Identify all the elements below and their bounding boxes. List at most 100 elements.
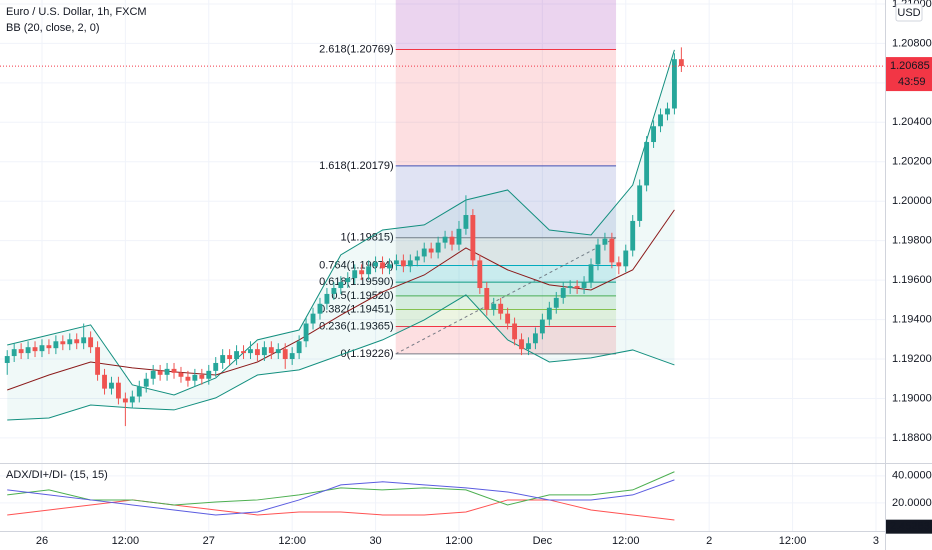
candle-body bbox=[338, 282, 344, 289]
x-tick-label: 3 bbox=[873, 535, 879, 547]
candle-body bbox=[352, 270, 358, 279]
countdown: 43:59 bbox=[898, 76, 926, 88]
candle-body bbox=[373, 262, 379, 267]
candle-body bbox=[560, 288, 566, 298]
fib-zone bbox=[395, 265, 617, 283]
candle-body bbox=[574, 286, 580, 289]
currency-box[interactable] bbox=[895, 3, 923, 22]
indicator-line bbox=[7, 479, 675, 516]
fib-zone bbox=[395, 49, 617, 166]
candle-body bbox=[25, 347, 31, 354]
candle-body bbox=[11, 349, 17, 357]
band-upper bbox=[7, 49, 675, 396]
labels: Euro / U.S. Dollar, 1h, FXCM BB (20, clo… bbox=[6, 3, 923, 481]
fib-extension-fill bbox=[395, 0, 617, 50]
candle-body bbox=[178, 372, 184, 377]
candle-body bbox=[644, 142, 650, 186]
candle-body bbox=[407, 260, 413, 267]
candle-body bbox=[53, 341, 59, 349]
fib-label: 2.618(1.20769) bbox=[319, 43, 394, 55]
last-value-label: 2.45283 bbox=[890, 521, 930, 533]
indicator-line bbox=[7, 471, 675, 506]
candle-body bbox=[289, 353, 295, 360]
candle-body bbox=[199, 374, 205, 379]
candle-body bbox=[616, 262, 622, 267]
candle-body bbox=[421, 248, 427, 257]
candle-body bbox=[254, 349, 260, 356]
fib-label: 1.618(1.20179) bbox=[319, 160, 394, 172]
candle-body bbox=[456, 228, 462, 245]
candle-body bbox=[102, 374, 107, 389]
candle-body bbox=[665, 108, 670, 115]
y-tick-label: 1.18800 bbox=[892, 432, 932, 444]
candle-body bbox=[512, 323, 518, 340]
candle-body bbox=[532, 333, 538, 344]
candle-body bbox=[393, 260, 399, 265]
candle-body bbox=[241, 351, 246, 354]
y-tick-label: 1.20800 bbox=[892, 37, 932, 49]
candle-body bbox=[129, 396, 135, 403]
candle-body bbox=[435, 242, 441, 253]
candle-body bbox=[359, 270, 365, 275]
candle-body bbox=[671, 59, 677, 109]
candle-body bbox=[366, 266, 372, 275]
candles bbox=[0, 47, 885, 427]
candle-body bbox=[171, 368, 177, 373]
y-tick-label: 40.00000 bbox=[892, 470, 932, 482]
fib-zone bbox=[395, 326, 617, 354]
candle-body bbox=[109, 382, 114, 389]
adx-panel bbox=[0, 471, 885, 521]
fib-zone bbox=[395, 165, 617, 238]
candle-body bbox=[213, 362, 219, 371]
candle-body bbox=[581, 282, 587, 289]
candle-body bbox=[595, 244, 601, 265]
y-tick-label: 1.19600 bbox=[892, 274, 932, 286]
y-tick-label: 1.19200 bbox=[892, 353, 932, 365]
candle-body bbox=[261, 347, 267, 356]
candle-body bbox=[248, 349, 253, 354]
candle-body bbox=[143, 378, 149, 387]
candle-body bbox=[227, 355, 233, 360]
currency[interactable]: USD bbox=[897, 7, 920, 19]
y-tick-label: 1.19800 bbox=[892, 235, 932, 247]
y-tick-label: 1.20000 bbox=[892, 195, 932, 207]
candle-body bbox=[630, 220, 636, 251]
candle-body bbox=[60, 341, 66, 345]
candle-body bbox=[324, 293, 330, 304]
fib-zone bbox=[395, 295, 617, 310]
candle-body bbox=[505, 313, 511, 324]
candle-body bbox=[164, 368, 170, 375]
candle-body bbox=[4, 356, 10, 363]
fib-label: 0.382(1.19451) bbox=[319, 303, 394, 315]
candle-body bbox=[310, 313, 316, 324]
candle-body bbox=[157, 370, 163, 375]
fib-label: 0.5(1.19520) bbox=[331, 290, 393, 302]
candle-body bbox=[380, 262, 385, 269]
x-tick-label: Dec bbox=[533, 535, 553, 547]
candle-body bbox=[400, 260, 406, 267]
candle-body bbox=[477, 260, 483, 289]
y-tick-label: 1.20200 bbox=[892, 156, 932, 168]
band-lower bbox=[7, 294, 675, 421]
candle-body bbox=[185, 376, 191, 381]
y-tick-label: 1.19400 bbox=[892, 313, 932, 325]
candle-body bbox=[345, 278, 351, 283]
candle-body bbox=[296, 341, 302, 354]
indicator-label: BB (20, close, 2, 0) bbox=[6, 22, 100, 34]
candle-body bbox=[220, 355, 226, 363]
candle-body bbox=[67, 339, 73, 345]
candle-body bbox=[122, 398, 128, 403]
candle-body bbox=[95, 347, 101, 375]
indicator-line bbox=[7, 499, 675, 521]
x-tick-label: 12:00 bbox=[112, 535, 140, 547]
candle-body bbox=[651, 126, 657, 143]
candle-body bbox=[602, 238, 608, 245]
candle-body bbox=[88, 337, 94, 348]
last-value-tag bbox=[886, 519, 932, 534]
y-tick-label: 20.00000 bbox=[892, 497, 932, 509]
candle-body bbox=[519, 339, 524, 350]
candle-body bbox=[331, 288, 337, 294]
candle-body bbox=[526, 343, 531, 350]
